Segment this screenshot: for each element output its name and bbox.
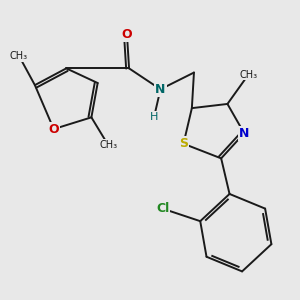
Text: CH₃: CH₃ [10, 51, 28, 61]
Text: CH₃: CH₃ [99, 140, 117, 150]
Text: Cl: Cl [156, 202, 169, 215]
Text: H: H [150, 112, 158, 122]
Text: S: S [179, 137, 188, 150]
Text: O: O [122, 28, 132, 41]
Text: N: N [155, 83, 166, 96]
Text: O: O [48, 123, 59, 136]
Text: N: N [239, 127, 249, 140]
Text: CH₃: CH₃ [239, 70, 257, 80]
